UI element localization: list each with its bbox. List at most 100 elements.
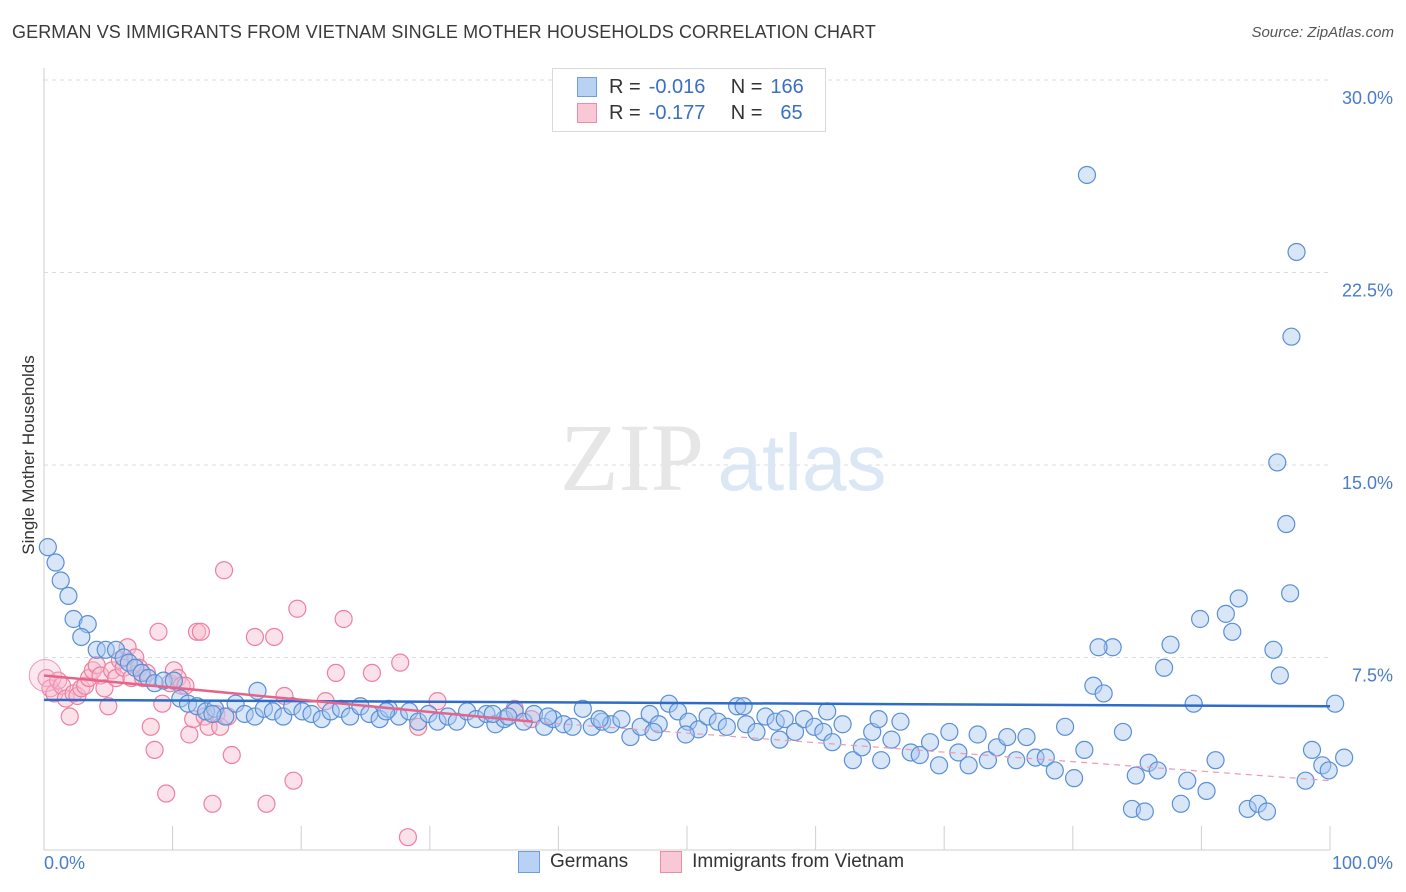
vietnam-point xyxy=(187,622,207,641)
germans-point xyxy=(539,707,558,726)
germans-point xyxy=(573,699,592,718)
n-label: N = xyxy=(730,101,763,124)
germans-point xyxy=(737,715,756,734)
germans-point xyxy=(1206,751,1225,770)
germans-point xyxy=(1296,771,1315,790)
germans-point xyxy=(1302,740,1322,760)
germans-point xyxy=(1103,638,1122,657)
vietnam-point xyxy=(222,745,241,765)
germans-point xyxy=(563,717,582,736)
vietnam-point xyxy=(141,717,160,736)
vietnam-point xyxy=(99,697,118,716)
y-tick-label: 15.0% xyxy=(1342,473,1393,493)
germans-point xyxy=(833,715,852,734)
vietnam-point xyxy=(257,794,276,813)
axes xyxy=(43,68,1331,851)
germans-point xyxy=(1135,802,1154,821)
germans-point xyxy=(920,733,940,752)
x-tick-label-min: 0.0% xyxy=(44,853,85,873)
vietnam-point xyxy=(284,771,303,790)
germans-point xyxy=(940,722,959,742)
germans-point xyxy=(602,715,621,734)
germans-point xyxy=(869,709,888,729)
vietnam-point xyxy=(191,622,210,641)
germans-point xyxy=(1055,717,1075,736)
vietnam-point xyxy=(153,694,172,713)
vietnam-point xyxy=(95,679,114,698)
germans-point xyxy=(1264,640,1283,659)
germans-point xyxy=(805,717,824,736)
legend-swatch-germans xyxy=(577,77,597,97)
germans-point xyxy=(612,709,631,729)
x-tick-label-max: 100.0% xyxy=(1332,853,1393,873)
germans-point xyxy=(1171,794,1190,813)
vietnam-point xyxy=(398,828,418,847)
germans-point xyxy=(978,751,998,770)
germans-point xyxy=(1326,694,1345,713)
germans-point xyxy=(1184,694,1203,713)
germans-point xyxy=(226,694,245,713)
series-legend: Germans Immigrants from Vietnam xyxy=(518,851,936,873)
germans-point xyxy=(998,727,1017,747)
n-value: 166 xyxy=(770,75,804,98)
vietnam-point xyxy=(214,561,234,580)
germans-point xyxy=(1026,748,1045,767)
vietnam-point xyxy=(362,663,382,683)
germans-point xyxy=(1161,635,1180,654)
germans-point xyxy=(968,725,987,744)
germans-point xyxy=(785,722,805,742)
r-value: -0.177 xyxy=(648,101,706,124)
legend-swatch-germans xyxy=(518,851,540,873)
germans-point xyxy=(1155,658,1174,677)
vietnam-point xyxy=(334,609,353,629)
germans-point xyxy=(263,702,283,721)
germans-point xyxy=(38,538,57,557)
vietnam-point xyxy=(326,663,346,683)
germans-point xyxy=(1268,453,1287,472)
germans-point xyxy=(46,553,65,572)
trend-line-germans xyxy=(43,698,1331,708)
n-label: N = xyxy=(730,75,763,98)
y-tick-label: 30.0% xyxy=(1342,88,1393,108)
watermark: ZIP atlas xyxy=(560,404,886,511)
germans-point xyxy=(483,704,502,724)
legend-label-germans: Germans xyxy=(550,851,629,872)
germans-point xyxy=(843,751,862,770)
vietnam-point xyxy=(149,622,168,641)
r-label: R = xyxy=(609,101,641,124)
germans-point xyxy=(676,725,695,744)
germans-point xyxy=(499,707,518,726)
germans-point xyxy=(1335,748,1354,767)
germans-point xyxy=(717,717,736,736)
germans-point xyxy=(1007,751,1026,770)
germans-point xyxy=(106,640,126,659)
legend-row-germans: R = -0.016 N = 166 xyxy=(577,75,804,99)
germans-point xyxy=(187,697,207,716)
watermark-zip: ZIP xyxy=(560,404,704,511)
germans-point xyxy=(1216,604,1235,623)
vietnam-point xyxy=(157,784,176,803)
germans-point xyxy=(72,627,91,647)
germans-point xyxy=(1084,676,1103,695)
germans-point xyxy=(64,609,83,629)
germans-point xyxy=(1064,769,1084,788)
legend-row-vietnam: R = -0.177 N = 65 xyxy=(577,101,803,125)
germans-point xyxy=(524,704,544,724)
trend-lines xyxy=(43,674,1331,782)
germans-point xyxy=(1094,684,1113,703)
chart-title: GERMAN VS IMMIGRANTS FROM VIETNAM SINGLE… xyxy=(12,22,877,42)
germans-point xyxy=(1113,722,1133,742)
watermark-atlas: atlas xyxy=(718,418,887,507)
germans-point xyxy=(51,571,70,590)
germans-point xyxy=(640,704,659,724)
germans-point xyxy=(409,712,428,731)
germans-point xyxy=(590,709,609,729)
vietnam-point xyxy=(145,740,164,760)
germans-point xyxy=(59,586,78,606)
germans-point xyxy=(96,640,115,659)
germans-point xyxy=(1281,584,1300,603)
germans-point xyxy=(747,722,766,742)
germans-point xyxy=(728,697,747,716)
legend-item-germans: Germans xyxy=(518,851,628,873)
